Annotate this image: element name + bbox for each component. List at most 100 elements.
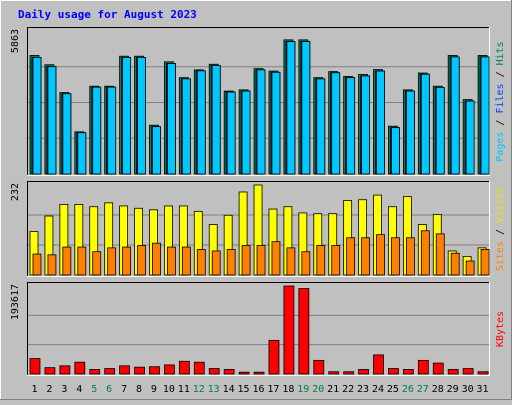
bar-pages-day-17	[271, 71, 281, 175]
bar-sites-day-3	[62, 246, 72, 276]
bar-sites-day-11	[181, 246, 191, 276]
x-tick-label-23: 23	[357, 384, 369, 395]
bar-pages-day-16	[256, 69, 266, 175]
bar-pages-day-8	[137, 57, 146, 175]
bar-sites-day-31	[480, 248, 490, 276]
bar-pages-day-21	[331, 72, 341, 175]
bar-sites-day-28	[435, 233, 445, 276]
x-tick-label-6: 6	[106, 384, 112, 395]
bar-kbytes-day-15	[238, 371, 250, 375]
x-tick-label-21: 21	[327, 384, 339, 395]
legend-files: Files	[495, 83, 506, 113]
bar-kbytes-day-10	[164, 364, 175, 375]
side-legend-middle: Sites / Visits	[495, 187, 506, 271]
x-tick-label-16: 16	[252, 384, 264, 395]
bar-sites-day-15	[241, 245, 251, 276]
x-tick-label-22: 22	[342, 384, 354, 395]
bar-kbytes-day-26	[402, 369, 414, 375]
x-tick-label-24: 24	[372, 384, 384, 395]
bar-sites-day-5	[92, 251, 102, 276]
x-axis-tick-labels: 1 2 3 4 5 6 7 8 9 10 11 12 13 14 15 16 17 18 19 20 21 22 23 24 2…	[31, 384, 488, 395]
bar-sites-day-13	[211, 250, 221, 276]
bar-pages-day-13	[211, 65, 221, 175]
bar-pages-day-24	[376, 70, 385, 175]
x-tick-label-15: 15	[238, 384, 250, 395]
bar-sites-day-8	[137, 245, 146, 276]
bar-pages-day-23	[361, 75, 370, 175]
bar-pages-day-12	[196, 70, 206, 175]
bar-pages-day-7	[122, 57, 132, 175]
bar-pages-day-14	[226, 91, 236, 175]
bar-kbytes-day-31	[477, 371, 489, 375]
bar-kbytes-day-21	[328, 371, 340, 375]
bar-sites-day-21	[331, 245, 341, 276]
bar-kbytes-day-20	[313, 359, 325, 375]
bar-sites-day-29	[450, 252, 460, 276]
bar-kbytes-day-1	[29, 358, 41, 375]
legend-sites: Sites	[495, 241, 506, 271]
bar-sites-day-30	[465, 260, 475, 276]
bar-sites-day-6	[107, 247, 117, 276]
bar-sites-day-26	[405, 237, 415, 276]
bar-kbytes-day-25	[388, 368, 399, 375]
y-max-label-top: 5863	[10, 29, 21, 53]
bar-pages-day-3	[62, 93, 72, 175]
bar-kbytes-day-30	[462, 368, 474, 375]
legend-visits: Visits	[495, 187, 506, 223]
x-tick-label-27: 27	[417, 384, 429, 395]
bar-sites-day-25	[391, 237, 400, 276]
bar-kbytes-day-28	[432, 362, 444, 375]
bar-kbytes-day-18	[283, 285, 295, 375]
bar-sites-day-9	[152, 242, 161, 276]
bar-kbytes-day-27	[417, 359, 429, 375]
bar-pages-day-26	[405, 90, 415, 175]
bar-kbytes-day-24	[373, 354, 384, 375]
x-tick-label-7: 7	[121, 384, 127, 395]
bar-pages-day-29	[450, 56, 460, 175]
bar-pages-day-4	[77, 132, 87, 175]
bar-kbytes-day-14	[223, 369, 235, 375]
x-tick-label-31: 31	[477, 384, 489, 395]
panel-bottom-plot-area	[27, 282, 490, 376]
bar-kbytes-day-16	[253, 371, 265, 375]
side-legend-bottom: KBytes	[495, 311, 506, 347]
bar-kbytes-day-13	[208, 368, 220, 375]
bar-kbytes-day-6	[104, 368, 116, 375]
x-tick-label-1: 1	[31, 384, 37, 395]
x-tick-label-29: 29	[447, 384, 459, 395]
bar-pages-day-30	[465, 100, 475, 175]
x-tick-label-11: 11	[178, 384, 190, 395]
bar-pages-day-20	[316, 78, 326, 175]
x-tick-label-19: 19	[297, 384, 309, 395]
x-tick-label-13: 13	[208, 384, 220, 395]
bar-pages-day-5	[92, 86, 102, 175]
legend-hits: Hits	[495, 41, 506, 65]
bar-sites-day-23	[361, 237, 370, 276]
panel-bottom: 193617 KBytes	[10, 282, 506, 376]
x-tick-label-30: 30	[462, 384, 474, 395]
bar-kbytes-day-12	[193, 361, 205, 375]
panel-middle: 232 Sites / Visits	[10, 181, 506, 277]
bar-sites-day-17	[271, 241, 281, 276]
x-tick-label-26: 26	[402, 384, 414, 395]
bar-sites-day-20	[316, 245, 326, 276]
bar-pages-day-11	[181, 78, 191, 175]
bar-sites-day-16	[256, 245, 266, 276]
bar-sites-day-18	[286, 247, 296, 276]
bar-kbytes-day-23	[358, 369, 369, 375]
x-tick-label-28: 28	[432, 384, 444, 395]
bar-pages-day-25	[391, 127, 400, 175]
x-tick-label-9: 9	[151, 384, 157, 395]
bar-kbytes-day-2	[44, 367, 56, 375]
bar-pages-day-28	[435, 87, 445, 175]
chart-panels: 5863 Pages / Files / Hits 232 Sites / Visit…	[10, 27, 506, 376]
x-tick-label-18: 18	[282, 384, 294, 395]
x-tick-label-25: 25	[387, 384, 399, 395]
x-tick-label-2: 2	[46, 384, 52, 395]
bar-sites-day-19	[301, 251, 311, 276]
bar-kbytes-day-19	[298, 288, 310, 375]
bar-sites-day-2	[47, 254, 57, 276]
bar-pages-day-22	[346, 77, 356, 175]
legend-pages: Pages	[495, 132, 506, 162]
